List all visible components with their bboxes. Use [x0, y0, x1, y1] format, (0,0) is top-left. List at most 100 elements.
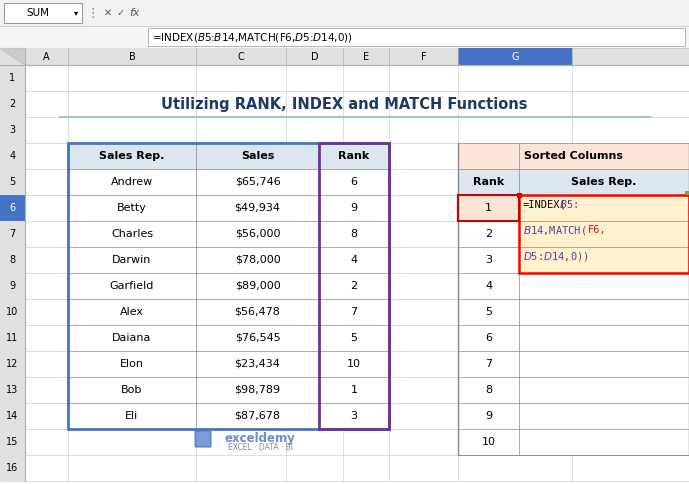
- Polygon shape: [0, 48, 25, 65]
- Bar: [458, 195, 519, 221]
- Bar: [519, 221, 689, 247]
- Text: SUM: SUM: [26, 8, 50, 18]
- Text: E: E: [363, 51, 369, 61]
- Bar: [519, 195, 689, 273]
- Bar: [0, 325, 25, 351]
- Text: 1: 1: [485, 203, 492, 213]
- Text: 4: 4: [485, 281, 492, 291]
- Bar: [458, 221, 519, 247]
- Bar: [68, 143, 196, 169]
- Bar: [458, 299, 519, 325]
- Text: Sorted Columns: Sorted Columns: [524, 151, 623, 161]
- Text: 14: 14: [6, 411, 19, 421]
- Bar: [319, 247, 389, 273]
- Bar: [319, 169, 389, 195]
- Text: fx: fx: [130, 8, 141, 18]
- Bar: [319, 143, 389, 169]
- Text: A: A: [43, 51, 50, 61]
- Text: 4: 4: [351, 255, 358, 265]
- Bar: [519, 169, 689, 195]
- Bar: [0, 221, 25, 247]
- Bar: [458, 195, 519, 221]
- Bar: [319, 273, 389, 299]
- Text: ▾: ▾: [74, 9, 78, 17]
- Text: 9: 9: [485, 411, 492, 421]
- Bar: [519, 273, 689, 299]
- Text: 15: 15: [6, 437, 19, 447]
- Text: Rank: Rank: [473, 177, 504, 187]
- Text: $65,746: $65,746: [235, 177, 280, 187]
- Text: 4: 4: [10, 151, 16, 161]
- Text: $56,000: $56,000: [235, 229, 280, 239]
- Bar: [68, 403, 196, 429]
- Bar: [319, 143, 389, 429]
- Bar: [458, 403, 519, 429]
- Bar: [685, 191, 689, 195]
- Bar: [319, 195, 389, 221]
- Text: 9: 9: [351, 203, 358, 213]
- Bar: [319, 377, 389, 403]
- Bar: [4, 3, 82, 23]
- Bar: [519, 429, 689, 455]
- Bar: [68, 351, 196, 377]
- Text: 5: 5: [351, 333, 358, 343]
- Text: $23,434: $23,434: [234, 359, 280, 369]
- Bar: [0, 403, 25, 429]
- Bar: [0, 377, 25, 403]
- Bar: [286, 48, 343, 65]
- Bar: [0, 247, 25, 273]
- Text: Betty: Betty: [117, 203, 147, 213]
- Text: Eli: Eli: [125, 411, 138, 421]
- Bar: [68, 143, 389, 429]
- Text: Sales Rep.: Sales Rep.: [571, 177, 637, 187]
- Text: ⋮: ⋮: [87, 6, 99, 19]
- Bar: [25, 48, 68, 65]
- Text: Bob: Bob: [121, 385, 143, 395]
- Text: 2: 2: [351, 281, 358, 291]
- Text: 6: 6: [10, 203, 16, 213]
- Bar: [196, 351, 319, 377]
- Text: 5: 5: [485, 307, 492, 317]
- Text: 2: 2: [485, 229, 492, 239]
- Bar: [0, 91, 25, 117]
- Bar: [519, 299, 689, 325]
- Bar: [519, 195, 689, 273]
- Text: Andrew: Andrew: [111, 177, 153, 187]
- Text: 3: 3: [351, 411, 358, 421]
- Text: Elon: Elon: [120, 359, 144, 369]
- Bar: [196, 221, 319, 247]
- Bar: [519, 351, 689, 377]
- Text: $D$5:$D$14,0)): $D$5:$D$14,0)): [523, 250, 589, 263]
- Text: Daiana: Daiana: [112, 333, 152, 343]
- Bar: [319, 299, 389, 325]
- Bar: [68, 247, 196, 273]
- Bar: [319, 221, 389, 247]
- Bar: [196, 377, 319, 403]
- Text: 11: 11: [6, 333, 19, 343]
- Text: $98,789: $98,789: [234, 385, 280, 395]
- Bar: [196, 195, 319, 221]
- Bar: [68, 325, 196, 351]
- Text: EXCEL · DATA · BI: EXCEL · DATA · BI: [227, 443, 293, 452]
- Bar: [196, 403, 319, 429]
- Bar: [196, 273, 319, 299]
- Bar: [68, 169, 196, 195]
- Bar: [319, 351, 389, 377]
- Bar: [458, 169, 519, 195]
- Text: 8: 8: [351, 229, 358, 239]
- Text: 10: 10: [6, 307, 19, 317]
- Bar: [319, 403, 389, 429]
- Text: 1: 1: [351, 385, 358, 395]
- Text: 6: 6: [351, 177, 358, 187]
- Bar: [319, 325, 389, 351]
- Bar: [68, 273, 196, 299]
- Bar: [0, 351, 25, 377]
- Text: Sales Rep.: Sales Rep.: [99, 151, 165, 161]
- Bar: [196, 143, 319, 169]
- Bar: [458, 48, 572, 65]
- Bar: [148, 28, 685, 46]
- Text: 3: 3: [485, 255, 492, 265]
- Bar: [519, 377, 689, 403]
- Text: Utilizing RANK, INDEX and MATCH Functions: Utilizing RANK, INDEX and MATCH Function…: [161, 96, 528, 111]
- Text: $B$5:: $B$5:: [559, 198, 578, 210]
